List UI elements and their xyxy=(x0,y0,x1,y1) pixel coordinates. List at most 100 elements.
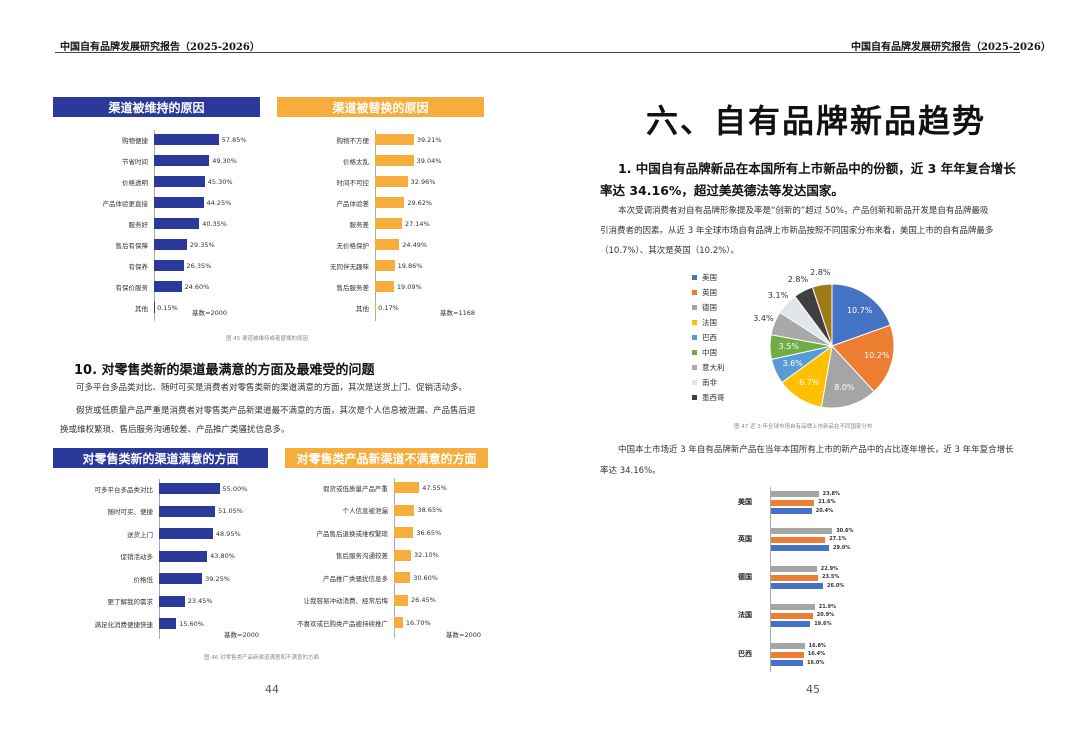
pie-value-label: 3.1% xyxy=(767,290,789,300)
bar-row: 可多平台多品类对比 55.00% xyxy=(95,483,247,494)
subsection-heading-line-1: 1. 中国自有品牌新品在本国所有上市新品中的份额，近 3 年年复合增长 xyxy=(618,161,1016,176)
legend-swatch xyxy=(692,395,697,400)
bar-value: 39.25% xyxy=(205,574,230,583)
bar-value: 36.65% xyxy=(416,528,442,537)
bar-row: 送货上门 48.95% xyxy=(127,528,241,539)
pie-value-label: 3.5% xyxy=(778,341,799,351)
group-category-label: 德国 xyxy=(738,573,752,581)
bar-label: 其他 xyxy=(356,304,369,313)
bar-label: 服务好 xyxy=(128,220,149,229)
bar-value: 26.45% xyxy=(411,596,436,604)
bar-label: 无同伴无趣味 xyxy=(330,262,369,271)
group-bar xyxy=(771,583,823,589)
bar-label: 满足化消费便捷快速 xyxy=(94,620,154,629)
header-rule-right xyxy=(540,52,1020,53)
legend-label: 德国 xyxy=(702,303,717,312)
bar-row: 有保价服务 24.60% xyxy=(116,281,209,292)
bar xyxy=(154,260,184,271)
intro-paragraph-line-2: 引消费者的因素。从近 3 年全球市场自有品牌上市新品按照不同国家分布来看，美国上… xyxy=(600,226,994,236)
legend-label: 美国 xyxy=(702,273,717,282)
group-bar-value: 29.0% xyxy=(833,544,851,551)
bar-value: 19.09% xyxy=(396,282,422,291)
group-bar xyxy=(771,499,815,506)
bar xyxy=(375,260,395,271)
bar-value: 29.35% xyxy=(189,240,215,249)
retain-base-note: 基数=2000 xyxy=(192,309,227,317)
legend-swatch xyxy=(692,350,697,355)
bar-row: 购物不方便 39.21% xyxy=(337,134,442,145)
bar xyxy=(375,239,400,250)
satisfied-base-note: 基数=2000 xyxy=(224,631,259,639)
bar-value: 0.15% xyxy=(157,303,178,312)
bar-row: 其他 0.15% xyxy=(135,302,178,313)
bar-value: 24.49% xyxy=(402,240,428,249)
group-bar xyxy=(771,536,826,543)
bar-value: 15.60% xyxy=(179,619,204,628)
bar-value: 57.85% xyxy=(221,135,247,144)
bar-row: 时间不可控 32.96% xyxy=(337,176,435,187)
group-category-label: 美国 xyxy=(738,498,752,506)
bar-label: 价格透明 xyxy=(122,178,148,187)
bar-label: 可多平台多品类对比 xyxy=(94,485,154,494)
right-page: 中国自有品牌发展研究报告（2025-2026） 六、自有品牌新品趋势 1. 中国… xyxy=(540,0,1080,732)
bar-row: 促销活动多 43.80% xyxy=(121,550,235,562)
bar-row: 其他 0.17% xyxy=(356,302,399,313)
satisfied-title: 对零售类新的渠道满意的方面 xyxy=(53,448,268,468)
group-bar-value: 26.0% xyxy=(827,582,845,589)
legend-item: 英国 xyxy=(692,285,725,300)
bar xyxy=(394,482,420,493)
bar-row: 节省时间 49.30% xyxy=(122,155,237,166)
legend-label: 中国 xyxy=(702,348,717,357)
bar-label: 无价格保护 xyxy=(336,241,370,250)
intro-paragraph-line-3: （10.7%）、其次是英国（10.2%）。 xyxy=(600,246,740,256)
bar xyxy=(394,549,411,561)
bar xyxy=(394,527,414,538)
legend-label: 英国 xyxy=(702,288,717,297)
bar-label: 促销活动多 xyxy=(120,553,154,561)
group-bar-value: 16.8% xyxy=(808,642,826,649)
bar-value: 24.60% xyxy=(184,282,210,291)
bar xyxy=(159,550,208,562)
bar-value: 55.00% xyxy=(222,484,248,493)
bar-row: 无同伴无趣味 19.86% xyxy=(330,260,422,271)
group-bar xyxy=(771,508,812,514)
bar-label: 个人信息被泄漏 xyxy=(342,507,389,515)
bar xyxy=(159,483,220,494)
legend-label: 法国 xyxy=(702,318,717,327)
group-bar xyxy=(771,545,829,551)
group-bar xyxy=(771,643,805,649)
bar xyxy=(154,197,204,208)
legend-item: 墨西哥 xyxy=(692,390,725,405)
intro-paragraph-line-1: 本次受调消费者对自有品牌形象提及率是“创新的”超过 50%，产品创新和新品开发是… xyxy=(618,206,989,216)
pie-value-label: 2.8% xyxy=(787,275,809,285)
bar xyxy=(159,505,216,517)
bar-label: 产品体验更直接 xyxy=(102,199,149,208)
running-header-left: 中国自有品牌发展研究报告（2025-2026） xyxy=(60,42,260,53)
legend-swatch xyxy=(692,365,697,370)
bar-row: 产品售后退换或维权繁琐 36.65% xyxy=(317,527,441,538)
bar-value: 44.25% xyxy=(206,198,232,207)
chapter-title: 六、自有品牌新品趋势 xyxy=(646,102,987,140)
bar-value: 39.21% xyxy=(416,135,442,144)
bar-row: 满足化消费便捷快速 15.60% xyxy=(95,618,204,629)
bar-value: 32.10% xyxy=(414,551,439,559)
group-bar xyxy=(771,651,804,658)
legend-item: 法国 xyxy=(692,315,725,330)
bar xyxy=(375,155,414,166)
subsection-heading-line-2: 率达 34.16%，超过美英德法等发达国家。 xyxy=(600,183,844,198)
figure-45-caption: 图 45 渠道被维持或者替换的原因 xyxy=(226,336,308,342)
bar-label: 送货上门 xyxy=(127,530,153,539)
bar-label: 价格太乱 xyxy=(343,157,369,166)
legend-item: 南非 xyxy=(692,375,725,390)
bar-label: 有保价服务 xyxy=(115,283,149,292)
bar xyxy=(154,155,210,166)
bar-row: 售后有保障 29.35% xyxy=(116,239,215,250)
bar-label: 时间不可控 xyxy=(336,178,370,187)
bar-value: 43.80% xyxy=(210,552,235,560)
legend-swatch xyxy=(692,275,697,280)
bar-label: 不喜欢或已购类产品被持续推广 xyxy=(297,619,388,628)
bar-value: 26.35% xyxy=(186,261,212,270)
bar xyxy=(375,197,405,208)
bar-label: 节省时间 xyxy=(122,157,148,166)
group-bar xyxy=(771,621,811,627)
